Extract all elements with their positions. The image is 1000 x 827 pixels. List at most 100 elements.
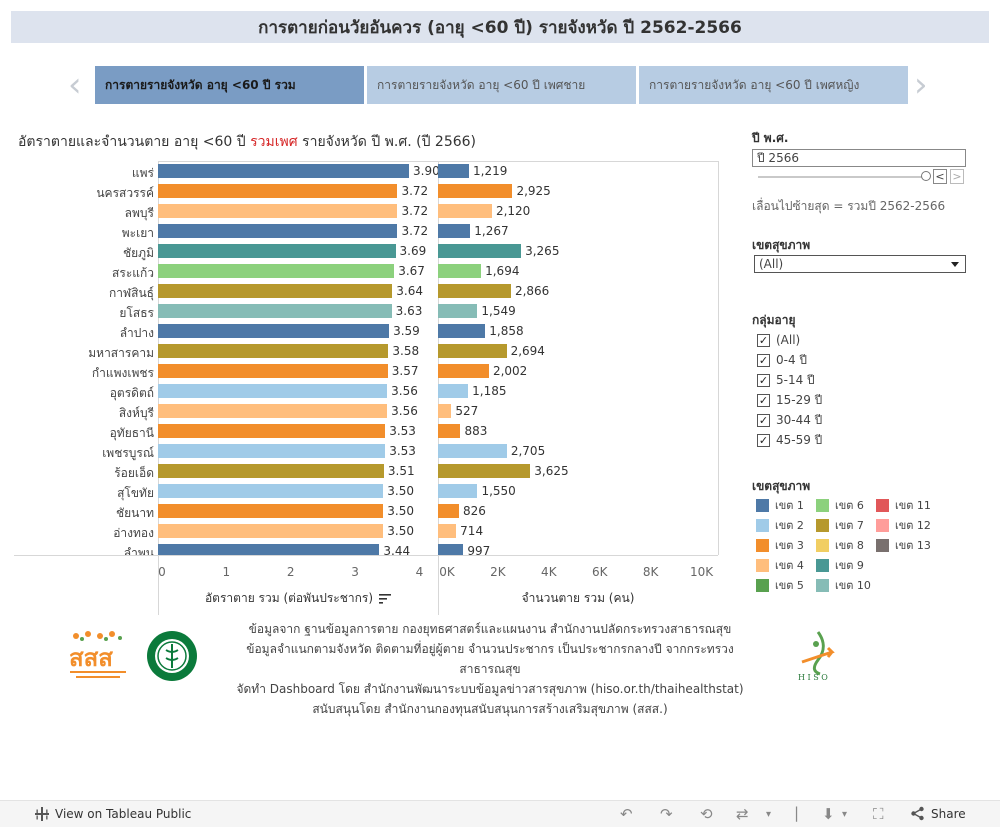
- rate-bar[interactable]: [158, 224, 398, 238]
- province-row[interactable]: กำแพงเพชร 3.57 2,002: [14, 361, 718, 381]
- count-bar[interactable]: [438, 284, 511, 298]
- province-row[interactable]: อุตรดิตถ์ 3.56 1,185: [14, 381, 718, 401]
- year-filter-input[interactable]: ปี 2566: [752, 149, 966, 167]
- age-checkbox[interactable]: ✓ 45-59 ปี: [757, 432, 822, 448]
- province-row[interactable]: อ่างทอง 3.50 714: [14, 521, 718, 541]
- tab-total[interactable]: การตายรายจังหวัด อายุ <60 ปี รวม: [95, 66, 364, 104]
- province-row[interactable]: ชัยภูมิ 3.69 3,265: [14, 241, 718, 261]
- count-bar[interactable]: [438, 364, 489, 378]
- count-bar[interactable]: [438, 444, 507, 458]
- rate-bar[interactable]: [158, 184, 398, 198]
- legend-item[interactable]: เขต 13: [876, 538, 931, 552]
- legend-item[interactable]: เขต 11: [876, 498, 931, 512]
- count-bar[interactable]: [438, 164, 470, 178]
- province-row[interactable]: กาฬสินธุ์ 3.64 2,866: [14, 281, 718, 301]
- count-bar[interactable]: [438, 484, 478, 498]
- count-bar[interactable]: [438, 344, 507, 358]
- rate-bar[interactable]: [158, 364, 388, 378]
- legend-item[interactable]: เขต 3: [756, 538, 804, 552]
- age-checkbox[interactable]: ✓ 0-4 ปี: [757, 352, 807, 368]
- province-row[interactable]: ลำปาง 3.59 1,858: [14, 321, 718, 341]
- checkmark-icon[interactable]: ✓: [757, 353, 770, 367]
- age-checkbox[interactable]: ✓ 15-29 ปี: [757, 392, 822, 408]
- checkmark-icon[interactable]: ✓: [757, 413, 770, 427]
- year-prev-button[interactable]: <: [933, 169, 947, 184]
- chevron-right-icon[interactable]: ›: [914, 65, 928, 105]
- province-row[interactable]: นครสวรรค์ 3.72 2,925: [14, 181, 718, 201]
- chevron-left-icon[interactable]: ‹: [68, 65, 82, 105]
- rate-bar[interactable]: [158, 464, 384, 478]
- legend-item[interactable]: เขต 1: [756, 498, 804, 512]
- legend-item[interactable]: เขต 5: [756, 578, 804, 592]
- sort-icon[interactable]: [379, 593, 392, 604]
- rate-bar[interactable]: [158, 404, 388, 418]
- checkmark-icon[interactable]: ✓: [757, 333, 770, 347]
- count-bar[interactable]: [438, 324, 486, 338]
- rate-bar[interactable]: [158, 344, 389, 358]
- count-bar[interactable]: [438, 504, 460, 518]
- tab-female[interactable]: การตายรายจังหวัด อายุ <60 ปี เพศหญิง: [639, 66, 908, 104]
- count-bar[interactable]: [438, 224, 471, 238]
- undo-icon[interactable]: ↶: [620, 805, 633, 823]
- legend-item[interactable]: เขต 7: [816, 518, 864, 532]
- count-bar[interactable]: [438, 264, 482, 278]
- legend-item[interactable]: เขต 12: [876, 518, 931, 532]
- fullscreen-icon[interactable]: ⛶: [873, 805, 884, 823]
- rate-bar[interactable]: [158, 244, 396, 258]
- rate-bar[interactable]: [158, 204, 398, 218]
- count-bar[interactable]: [438, 384, 469, 398]
- count-bar[interactable]: [438, 304, 478, 318]
- redo-icon[interactable]: ↷: [660, 805, 673, 823]
- refresh-icon[interactable]: ⇄: [736, 805, 749, 823]
- refresh-menu-icon[interactable]: ▾: [766, 809, 772, 820]
- share-button[interactable]: Share: [910, 806, 966, 821]
- download-icon[interactable]: ⬇: [822, 805, 835, 823]
- province-row[interactable]: ร้อยเอ็ด 3.51 3,625: [14, 461, 718, 481]
- count-bar[interactable]: [438, 524, 457, 538]
- rate-bar[interactable]: [158, 484, 384, 498]
- year-slider-track[interactable]: [758, 176, 928, 178]
- rate-bar[interactable]: [158, 504, 384, 518]
- legend-item[interactable]: เขต 9: [816, 558, 864, 572]
- tab-male[interactable]: การตายรายจังหวัด อายุ <60 ปี เพศชาย: [367, 66, 636, 104]
- count-bar[interactable]: [438, 204, 492, 218]
- checkmark-icon[interactable]: ✓: [757, 393, 770, 407]
- rate-bar[interactable]: [158, 384, 388, 398]
- count-bar[interactable]: [438, 184, 513, 198]
- rate-bar[interactable]: [158, 264, 395, 278]
- count-bar[interactable]: [438, 544, 464, 555]
- age-checkbox[interactable]: ✓ 30-44 ปี: [757, 412, 822, 428]
- legend-item[interactable]: เขต 4: [756, 558, 804, 572]
- count-bar[interactable]: [438, 404, 452, 418]
- province-row[interactable]: สิงห์บุรี 3.56 527: [14, 401, 718, 421]
- province-row[interactable]: เพชรบูรณ์ 3.53 2,705: [14, 441, 718, 461]
- legend-item[interactable]: เขต 2: [756, 518, 804, 532]
- age-checkbox[interactable]: ✓ (All): [757, 332, 800, 348]
- checkmark-icon[interactable]: ✓: [757, 433, 770, 447]
- count-bar[interactable]: [438, 244, 522, 258]
- rate-bar[interactable]: [158, 284, 393, 298]
- legend-item[interactable]: เขต 10: [816, 578, 871, 592]
- province-row[interactable]: มหาสารคาม 3.58 2,694: [14, 341, 718, 361]
- rate-bar[interactable]: [158, 524, 384, 538]
- province-row[interactable]: ชัยนาท 3.50 826: [14, 501, 718, 521]
- province-row[interactable]: อุทัยธานี 3.53 883: [14, 421, 718, 441]
- province-row[interactable]: สระแก้ว 3.67 1,694: [14, 261, 718, 281]
- age-checkbox[interactable]: ✓ 5-14 ปี: [757, 372, 815, 388]
- rate-bar[interactable]: [158, 324, 390, 338]
- year-slider-handle[interactable]: [921, 171, 931, 181]
- count-bar[interactable]: [438, 464, 531, 478]
- province-row[interactable]: ลำพูน 3.44 997: [14, 541, 718, 555]
- province-row[interactable]: สุโขทัย 3.50 1,550: [14, 481, 718, 501]
- rate-axis-title[interactable]: อัตราตาย รวม (ต่อพันประชากร): [205, 589, 392, 608]
- count-bar[interactable]: [438, 424, 461, 438]
- rate-bar[interactable]: [158, 164, 410, 178]
- rate-bar[interactable]: [158, 444, 386, 458]
- year-next-button[interactable]: >: [950, 169, 964, 184]
- province-row[interactable]: ลพบุรี 3.72 2,120: [14, 201, 718, 221]
- province-row[interactable]: พะเยา 3.72 1,267: [14, 221, 718, 241]
- checkmark-icon[interactable]: ✓: [757, 373, 770, 387]
- province-row[interactable]: ยโสธร 3.63 1,549: [14, 301, 718, 321]
- province-row[interactable]: แพร่ 3.90 1,219: [14, 161, 718, 181]
- legend-item[interactable]: เขต 6: [816, 498, 864, 512]
